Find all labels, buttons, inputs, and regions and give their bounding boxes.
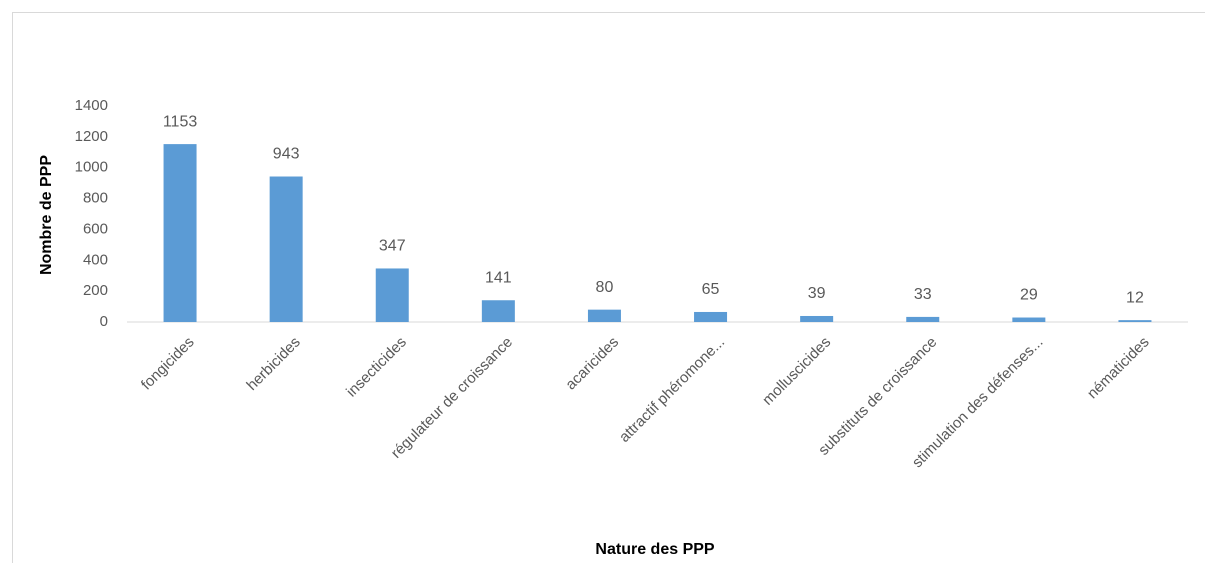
bar: [1118, 320, 1152, 322]
x-tick-label: fongicides: [138, 334, 198, 394]
y-axis-title: Nombre de PPP: [38, 155, 55, 275]
data-label: 1153: [163, 113, 198, 130]
y-tick-label: 1000: [75, 159, 108, 176]
data-label: 29: [1020, 287, 1038, 304]
bar: [800, 315, 834, 322]
y-tick-label: 400: [83, 251, 108, 268]
y-tick-label: 1400: [75, 97, 108, 114]
y-tick-label: 800: [83, 190, 108, 207]
x-tick-label: herbicides: [243, 334, 303, 394]
x-tick-label: nématicides: [1084, 334, 1153, 403]
bar: [163, 144, 197, 322]
bar: [375, 268, 409, 322]
y-tick-label: 600: [83, 220, 108, 237]
bar: [481, 300, 515, 322]
data-label: 12: [1126, 289, 1144, 306]
data-label: 141: [485, 269, 512, 286]
data-label: 80: [596, 279, 614, 296]
bar: [269, 176, 303, 322]
bar: [587, 309, 621, 322]
data-label: 347: [379, 238, 406, 255]
x-tick-label: insecticides: [343, 334, 410, 401]
bar: [906, 316, 940, 322]
data-label: 65: [702, 281, 720, 298]
x-axis-title: Nature des PPP: [595, 541, 714, 558]
data-label: 39: [808, 285, 826, 302]
x-tick-label: acaricides: [562, 334, 622, 394]
y-tick-label: 0: [100, 313, 108, 330]
data-label: 943: [273, 146, 300, 163]
y-tick-label: 200: [83, 282, 108, 299]
data-label: 33: [914, 286, 932, 303]
chart-frame: [12, 12, 1205, 563]
bar: [1012, 317, 1046, 322]
x-tick-label: substituts de croissance: [815, 334, 940, 459]
bar: [694, 311, 728, 322]
x-tick-label: molluscicides: [759, 334, 834, 409]
x-tick-label: régulateur de croissance: [388, 334, 516, 462]
y-tick-label: 1200: [75, 128, 108, 145]
x-tick-label: attractif phéromone...: [616, 334, 728, 446]
